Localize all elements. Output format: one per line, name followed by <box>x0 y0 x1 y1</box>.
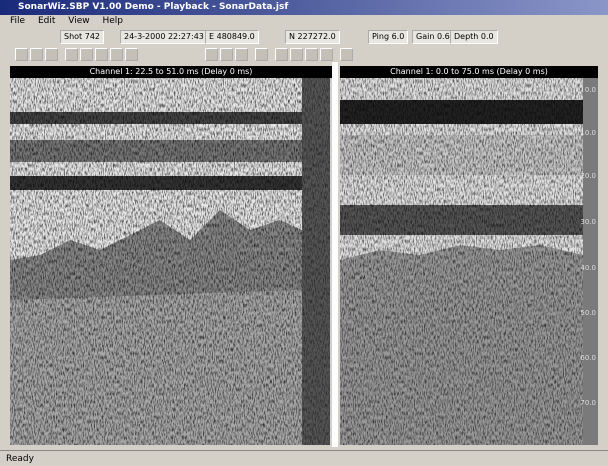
app-window: SonarWiz.SBP V1.00 Demo - Playback - Son… <box>0 0 608 466</box>
status-bar: Ready <box>0 450 608 466</box>
scale-label: 0.0 <box>585 86 596 94</box>
scale-label: 70.0 <box>580 399 596 407</box>
scale-label: 20.0 <box>580 172 596 180</box>
scale-label: 60.0 <box>580 354 596 362</box>
scale-label: 10.0 <box>580 129 596 137</box>
scale-label: 50.0 <box>580 309 596 317</box>
scale-label: 40.0 <box>580 264 596 272</box>
scale-label: 30.0 <box>580 218 596 226</box>
sonar-view: 0.0 10.0 20.0 30.0 40.0 50.0 60.0 70.0 <box>0 0 608 450</box>
